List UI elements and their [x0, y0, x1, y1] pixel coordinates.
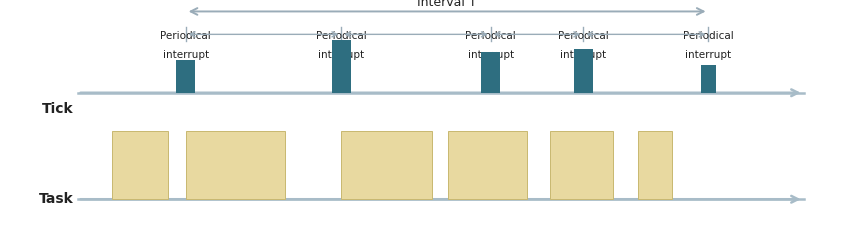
Bar	[176, 60, 195, 93]
Text: interrupt: interrupt	[560, 49, 607, 60]
Bar	[332, 40, 351, 93]
Bar	[550, 131, 613, 199]
Text: interrupt: interrupt	[162, 49, 209, 60]
Bar	[341, 131, 432, 199]
Text: interrupt: interrupt	[318, 49, 365, 60]
Bar	[701, 65, 716, 93]
Text: Periodical: Periodical	[316, 31, 366, 41]
Text: interrupt: interrupt	[467, 49, 514, 60]
Bar	[112, 131, 168, 199]
Bar	[481, 52, 500, 93]
Bar	[448, 131, 527, 199]
Text: Periodical: Periodical	[161, 31, 211, 41]
Text: Tick: Tick	[41, 102, 73, 116]
Text: Task: Task	[39, 192, 73, 206]
Text: Periodical: Periodical	[683, 31, 734, 41]
Bar	[574, 49, 593, 93]
Bar	[638, 131, 672, 199]
Text: Periodical: Periodical	[558, 31, 608, 41]
Text: Periodical: Periodical	[466, 31, 516, 41]
Text: Interval T: Interval T	[417, 0, 477, 9]
Bar	[186, 131, 285, 199]
Text: interrupt: interrupt	[685, 49, 732, 60]
